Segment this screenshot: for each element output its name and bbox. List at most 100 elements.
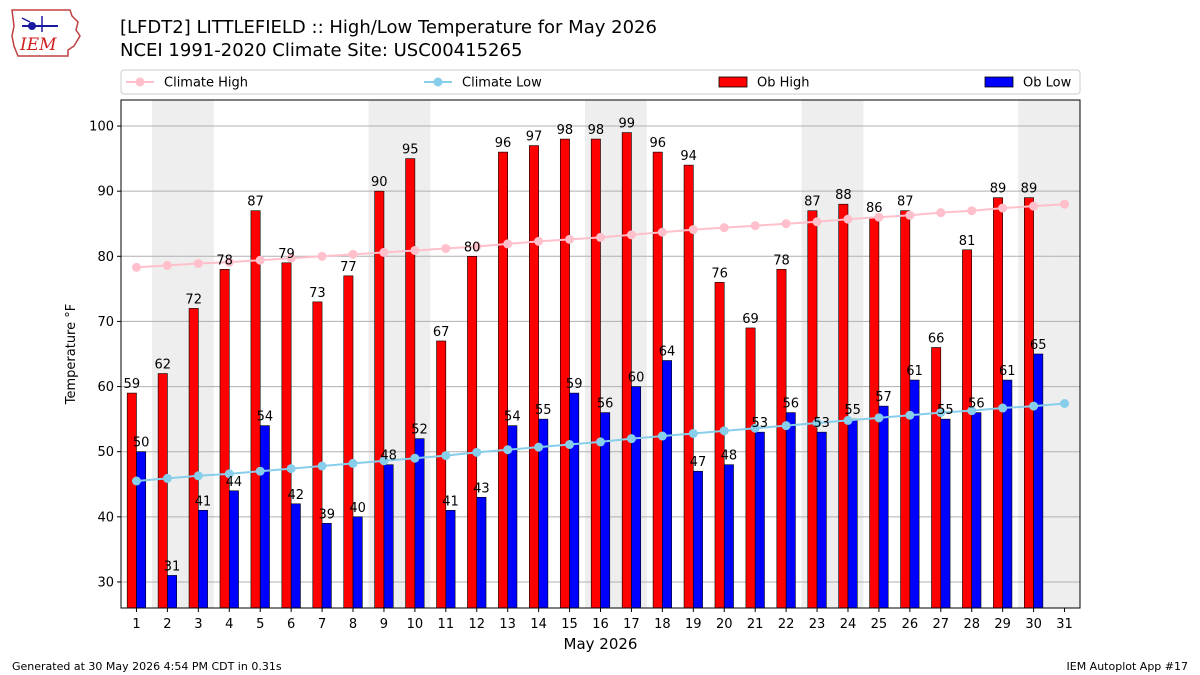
x-tick-label: 4	[225, 617, 233, 632]
ob-low-value-label: 52	[411, 423, 428, 438]
ob-low-value-label: 55	[937, 403, 954, 418]
ob-high-value-label: 97	[526, 130, 543, 145]
ob-low-value-label: 55	[844, 403, 861, 418]
x-tick-label: 23	[809, 617, 826, 632]
climate-high-point	[193, 258, 203, 268]
x-tick-label: 22	[778, 617, 795, 632]
legend-ob-high-swatch	[718, 76, 748, 88]
ob-high-bar	[467, 256, 478, 609]
climate-low-point	[255, 466, 265, 476]
climate-high-point	[162, 260, 172, 270]
x-tick-label: 19	[685, 617, 702, 632]
x-tick-label: 27	[933, 617, 950, 632]
climate-low-point	[503, 445, 513, 455]
ob-high-value-label: 98	[588, 123, 605, 138]
ob-low-value-label: 55	[535, 403, 552, 418]
weekend-shade	[1049, 100, 1080, 608]
ob-high-bar	[714, 282, 725, 609]
y-tick-label: 60	[97, 380, 114, 395]
ob-low-bar	[971, 412, 982, 609]
y-tick-label: 30	[97, 575, 114, 590]
ob-high-value-label: 90	[371, 175, 388, 190]
legend-ob-low-label: Ob Low	[1023, 76, 1072, 91]
x-tick-label: 24	[840, 617, 857, 632]
climate-high-point	[410, 245, 420, 255]
ob-high-bar	[405, 158, 416, 609]
ob-high-bar	[126, 392, 137, 609]
climate-high-point	[131, 262, 141, 272]
y-tick-label: 100	[89, 120, 114, 135]
legend-ob-high-label: Ob High	[757, 76, 810, 91]
x-tick-label: 1	[132, 617, 140, 632]
x-tick-label: 18	[654, 617, 671, 632]
ob-high-value-label: 76	[711, 266, 728, 281]
ob-high-value-label: 86	[866, 201, 883, 216]
ob-high-bar	[652, 151, 663, 609]
ob-high-value-label: 88	[835, 188, 852, 203]
climate-low-point	[1029, 401, 1039, 411]
ob-low-value-label: 48	[380, 449, 397, 464]
ob-low-value-label: 39	[318, 507, 335, 522]
x-tick-label: 26	[902, 617, 919, 632]
ob-high-value-label: 98	[557, 123, 574, 138]
ob-high-value-label: 87	[804, 195, 821, 210]
climate-low-point	[812, 418, 822, 428]
logo-text: IEM	[19, 35, 57, 55]
climate-high-point	[998, 203, 1008, 213]
ob-low-value-label: 41	[442, 494, 459, 509]
y-tick-label: 40	[97, 510, 114, 525]
ob-low-bar	[476, 496, 487, 609]
ob-low-value-label: 43	[473, 481, 490, 496]
ob-low-bar	[228, 490, 239, 609]
ob-high-bar	[436, 340, 447, 609]
ob-low-bar	[878, 405, 889, 609]
chart-title: [LFDT2] LITTLEFIELD :: High/Low Temperat…	[120, 17, 657, 38]
ob-high-bar	[869, 216, 880, 609]
ob-high-value-label: 66	[928, 331, 945, 346]
ob-high-value-label: 73	[309, 286, 326, 301]
climate-high-point	[1060, 199, 1070, 209]
x-tick-label: 14	[530, 617, 547, 632]
ob-low-value-label: 42	[288, 488, 305, 503]
ob-high-value-label: 81	[959, 234, 976, 249]
ob-low-bar	[816, 431, 827, 609]
ob-high-bar	[281, 262, 292, 609]
ob-high-bar	[312, 301, 323, 609]
ob-high-bar	[745, 327, 756, 609]
ob-high-bar	[498, 151, 508, 609]
legend-ob-low-swatch	[984, 76, 1014, 88]
ob-low-value-label: 53	[813, 416, 830, 431]
ob-low-value-label: 40	[349, 501, 366, 516]
climate-high-point	[348, 249, 358, 259]
climate-low-point	[565, 440, 575, 450]
ob-low-value-label: 47	[690, 455, 707, 470]
climate-low-point	[998, 403, 1008, 413]
x-tick-label: 12	[468, 617, 485, 632]
climate-high-point	[1029, 201, 1039, 211]
ob-low-bar	[445, 510, 456, 609]
ob-low-bar	[723, 464, 734, 609]
ob-low-bar	[383, 464, 394, 609]
ob-low-bar	[693, 470, 703, 609]
ob-low-bar	[198, 510, 208, 609]
ob-high-value-label: 69	[742, 312, 759, 327]
ob-high-bar	[962, 249, 973, 609]
ob-low-bar	[167, 575, 177, 609]
climate-low-point	[441, 451, 451, 461]
ob-high-value-label: 99	[619, 117, 636, 132]
climate-low-point	[936, 408, 946, 418]
ob-low-value-label: 65	[1030, 338, 1047, 353]
climate-high-point	[874, 212, 884, 222]
ob-high-bar	[900, 210, 911, 609]
climate-low-point	[224, 469, 234, 479]
climate-high-point	[750, 221, 760, 231]
ob-high-value-label: 87	[897, 195, 914, 210]
ob-high-value-label: 89	[1021, 182, 1038, 197]
ob-low-value-label: 60	[628, 371, 645, 386]
ob-low-value-label: 44	[226, 475, 243, 490]
climate-low-point	[410, 453, 420, 463]
x-tick-label: 28	[963, 617, 980, 632]
climate-low-point	[843, 415, 853, 425]
climate-low-point	[626, 434, 636, 444]
ob-low-bar	[940, 418, 951, 609]
